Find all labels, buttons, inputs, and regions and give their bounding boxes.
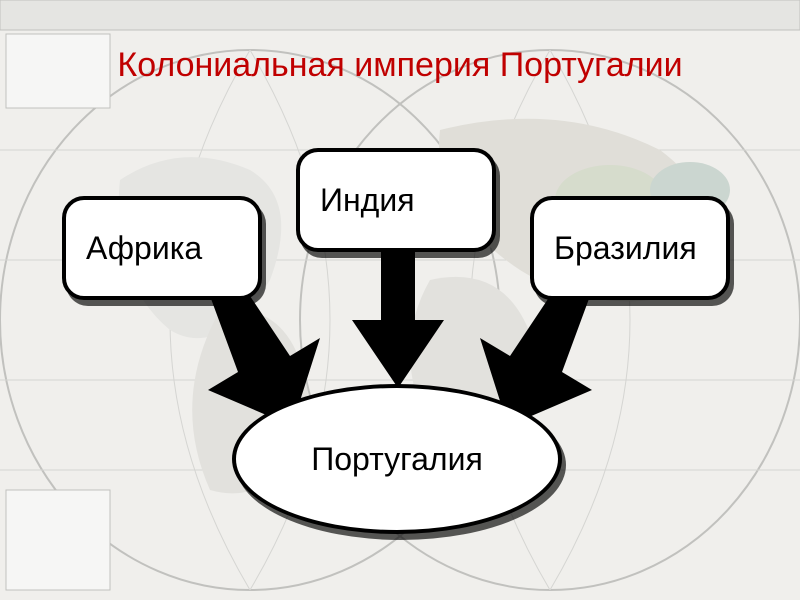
arrow-india-to-portugal xyxy=(348,250,448,390)
node-label-africa: Африка xyxy=(86,230,202,267)
node-label-brazil: Бразилия xyxy=(554,230,697,267)
node-africa: Африка xyxy=(62,196,262,300)
node-portugal: Португалия xyxy=(232,384,562,534)
node-label-portugal: Португалия xyxy=(311,441,483,478)
node-label-india: Индия xyxy=(320,182,415,219)
diagram-title: Колониальная империя Португалии xyxy=(0,46,800,85)
node-india: Индия xyxy=(296,148,496,252)
node-brazil: Бразилия xyxy=(530,196,730,300)
diagram-canvas: Колониальная империя Португалии Африка И… xyxy=(0,0,800,600)
